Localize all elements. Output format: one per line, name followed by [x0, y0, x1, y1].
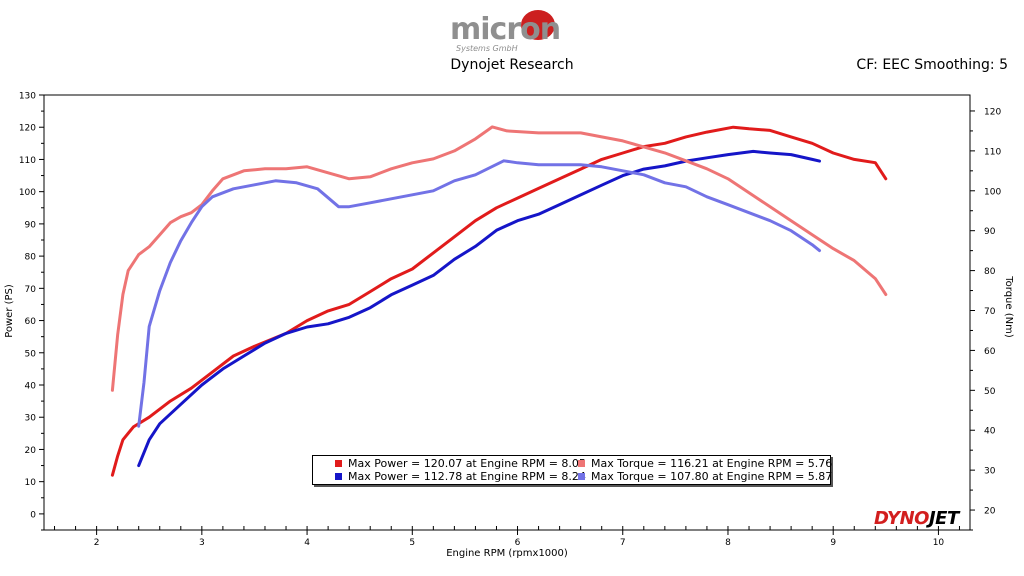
x-axis-label: Engine RPM (rpmx1000): [446, 548, 568, 559]
series-line-3: [110, 125, 888, 392]
legend-entry-power-run2: Max Power = 112.78 at Engine RPM = 8.24: [335, 470, 586, 484]
y2-tick-label: 80: [984, 267, 996, 277]
x-tick-label: 6: [515, 538, 521, 548]
y2-tick-label: 100: [984, 187, 1001, 197]
x-tick-label: 5: [409, 538, 415, 548]
x-tick-label: 10: [933, 538, 945, 548]
y2-tick-label: 120: [984, 107, 1001, 117]
svg-text:Systems GmbH: Systems GmbH: [456, 44, 518, 53]
chart-title: Dynojet Research: [450, 57, 574, 73]
y2-axis-label: Torque (Nm): [1003, 275, 1014, 338]
legend-text: Max Torque = 116.21 at Engine RPM = 5.76: [591, 457, 833, 470]
dynojet-logo: DYNOJET: [874, 508, 959, 529]
y-tick-label: 100: [19, 188, 36, 198]
y-tick-label: 40: [25, 382, 37, 392]
svg-text:micron: micron: [450, 12, 560, 47]
y-tick-label: 70: [25, 285, 37, 295]
y2-tick-label: 50: [984, 387, 996, 397]
legend-entry-torque-run1: Max Torque = 116.21 at Engine RPM = 5.76: [578, 457, 832, 471]
y-tick-label: 50: [25, 349, 37, 359]
y-tick-label: 10: [25, 478, 37, 488]
x-tick-label: 3: [199, 538, 205, 548]
x-tick-label: 2: [94, 538, 100, 548]
y-tick-label: 60: [25, 317, 37, 327]
x-tick-label: 7: [620, 538, 626, 548]
y-tick-label: 120: [19, 124, 36, 134]
micron-logo: micron Systems GmbH: [450, 10, 561, 53]
x-tick-label: 9: [830, 538, 836, 548]
legend-entry-power-run1: Max Power = 120.07 at Engine RPM = 8.05: [335, 457, 586, 471]
y2-tick-label: 60: [984, 347, 996, 357]
y2-tick-label: 110: [984, 147, 1001, 157]
series-line-4: [137, 159, 821, 428]
y-tick-label: 30: [25, 414, 37, 424]
series-line-1: [110, 125, 888, 477]
legend-swatch: [578, 473, 585, 480]
y-tick-label: 110: [19, 156, 36, 166]
y-tick-label: 130: [19, 92, 36, 102]
series-line-2: [137, 149, 821, 468]
y2-tick-label: 70: [984, 307, 996, 317]
legend-entry-torque-run2: Max Torque = 107.80 at Engine RPM = 5.87: [578, 470, 832, 484]
chart-legend: Max Power = 120.07 at Engine RPM = 8.05 …: [312, 455, 832, 485]
legend-text: Max Power = 112.78 at Engine RPM = 8.24: [348, 470, 586, 483]
y-tick-label: 20: [25, 446, 37, 456]
x-tick-label: 8: [725, 538, 731, 548]
y2-tick-label: 40: [984, 427, 996, 437]
legend-text: Max Power = 120.07 at Engine RPM = 8.05: [348, 457, 586, 470]
legend-swatch: [335, 460, 342, 467]
x-tick-label: 4: [304, 538, 310, 548]
y-tick-label: 0: [30, 510, 36, 520]
smoothing-label: CF: EEC Smoothing: 5: [856, 57, 1008, 73]
y2-tick-label: 90: [984, 227, 996, 237]
y2-tick-label: 30: [984, 467, 996, 477]
y-axis-label: Power (PS): [4, 284, 15, 338]
y-tick-label: 90: [25, 220, 37, 230]
y-tick-label: 80: [25, 253, 37, 263]
legend-swatch: [335, 473, 342, 480]
legend-swatch: [578, 460, 585, 467]
y2-tick-label: 20: [984, 507, 996, 517]
legend-text: Max Torque = 107.80 at Engine RPM = 5.87: [591, 470, 833, 483]
